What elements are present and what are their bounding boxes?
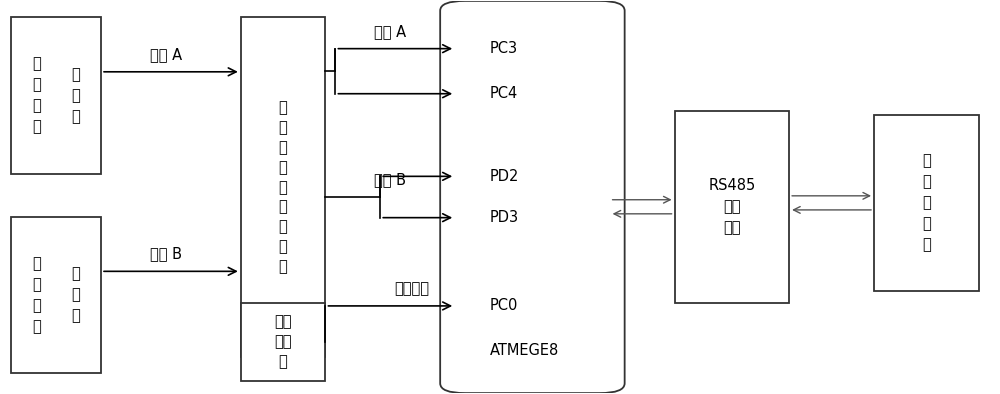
Text: 二
轮
感: 二 轮 感 — [72, 266, 80, 323]
Text: 信
号
采
集
／
处
理
模
块: 信 号 采 集 ／ 处 理 模 块 — [279, 100, 287, 274]
Bar — [241, 17, 325, 357]
Bar — [675, 111, 789, 303]
Bar — [11, 217, 101, 373]
Bar — [11, 17, 101, 173]
Bar — [241, 303, 325, 381]
FancyBboxPatch shape — [440, 1, 625, 393]
Text: 信号 B: 信号 B — [374, 172, 406, 187]
Text: 信号 B: 信号 B — [150, 247, 182, 262]
Text: 一
轮
感: 一 轮 感 — [72, 67, 80, 124]
Text: 力
矩
限
制
器: 力 矩 限 制 器 — [922, 153, 931, 253]
Text: 第
齿
传
器: 第 齿 传 器 — [32, 256, 41, 334]
Text: 信号 A: 信号 A — [150, 47, 182, 62]
Text: 零位信号: 零位信号 — [395, 281, 430, 296]
Text: PC0: PC0 — [490, 298, 518, 313]
Text: PC4: PC4 — [490, 86, 518, 101]
Text: 定位
传感
器: 定位 传感 器 — [274, 314, 292, 369]
Text: 信号 A: 信号 A — [374, 24, 406, 39]
Text: RS485
通信
接口: RS485 通信 接口 — [708, 178, 755, 235]
Text: PD3: PD3 — [490, 210, 519, 225]
Bar — [874, 115, 979, 291]
Text: PD2: PD2 — [490, 169, 519, 184]
Text: 第
齿
传
器: 第 齿 传 器 — [32, 56, 41, 134]
Text: PC3: PC3 — [490, 41, 518, 56]
Text: ATMEGE8: ATMEGE8 — [490, 344, 559, 359]
